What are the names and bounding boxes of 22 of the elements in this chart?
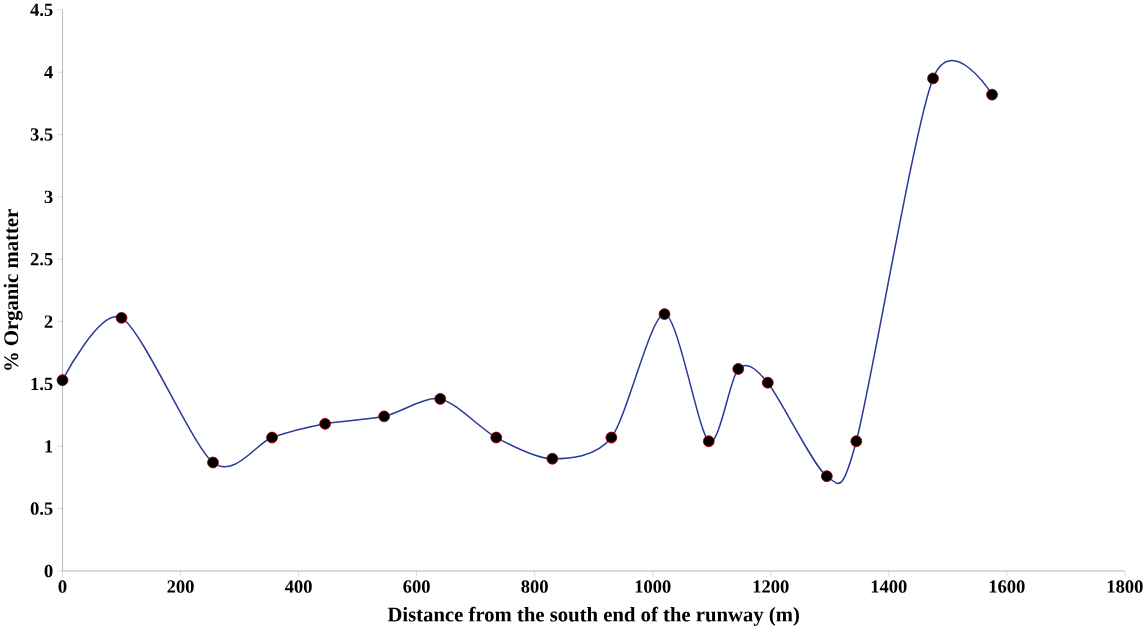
y-tick-label: 2.5 bbox=[30, 252, 53, 266]
x-tick-label: 600 bbox=[403, 580, 430, 593]
y-tick-label: 0.5 bbox=[30, 502, 53, 515]
x-tick-label: 200 bbox=[167, 580, 194, 593]
x-tick-label: 1800 bbox=[1107, 580, 1143, 593]
y-tick-label: 1.5 bbox=[31, 377, 53, 390]
x-tick-label: 800 bbox=[521, 580, 548, 593]
y-tick-label: 1 bbox=[45, 439, 53, 453]
x-tick-label: 1400 bbox=[871, 580, 907, 593]
y-tick-label: 2 bbox=[44, 315, 53, 328]
x-tick-label: 400 bbox=[284, 580, 312, 593]
y-tick-label: 0 bbox=[44, 564, 53, 577]
x-tick-label: 1000 bbox=[635, 580, 671, 593]
x-tick-label: 1600 bbox=[989, 580, 1025, 593]
y-tick-label: 3 bbox=[44, 190, 53, 203]
y-tick-label: 4.5 bbox=[30, 3, 53, 16]
y-axis-title: % Organic matter bbox=[3, 209, 23, 370]
x-axis-title: Distance from the south end of the runway (m) bbox=[387, 606, 799, 626]
y-tick-label: 4 bbox=[44, 65, 53, 79]
x-tick-label: 0 bbox=[58, 580, 67, 593]
x-tick-label: 1200 bbox=[753, 580, 789, 593]
y-tick-label: 3.5 bbox=[30, 128, 53, 141]
